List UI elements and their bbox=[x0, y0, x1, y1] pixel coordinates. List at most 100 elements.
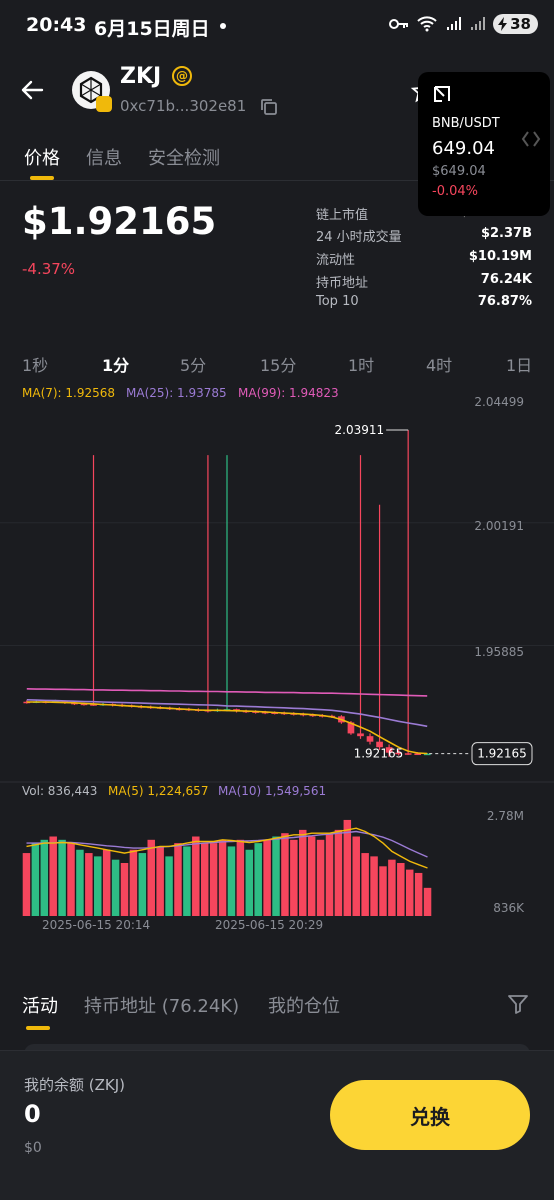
volume-bar bbox=[192, 836, 200, 916]
notification-dot bbox=[220, 23, 226, 29]
volume-bar bbox=[397, 863, 405, 916]
interval-5m[interactable]: 5分 bbox=[180, 356, 207, 375]
stat-value-volume: $2.37B bbox=[480, 226, 532, 241]
tab-security[interactable]: 安全检测 bbox=[148, 148, 220, 169]
balance-usd: $0 bbox=[24, 1140, 42, 1156]
volume-bar bbox=[299, 829, 307, 916]
volume-bar bbox=[254, 843, 262, 916]
vol-ma10-label: MA(10) 1,549,561 bbox=[218, 784, 327, 798]
tab-holders[interactable]: 持币地址 (76.24K) bbox=[84, 996, 240, 1017]
volume-bar bbox=[281, 833, 289, 916]
volume-bar bbox=[388, 859, 396, 916]
wifi-icon bbox=[417, 16, 437, 32]
volume-bar bbox=[307, 836, 316, 916]
divider bbox=[0, 180, 554, 181]
candle-body bbox=[233, 709, 240, 711]
ma25-label: MA(25): 1.93785 bbox=[126, 386, 227, 400]
swap-button[interactable]: 兑换 bbox=[330, 1080, 530, 1150]
status-time: 20:43 bbox=[26, 14, 87, 36]
volume-bar bbox=[343, 819, 352, 916]
interval-1h[interactable]: 1时 bbox=[348, 356, 375, 375]
candle-body bbox=[366, 736, 374, 742]
vol-ma5-line bbox=[26, 827, 428, 869]
token-symbol: ZKJ bbox=[120, 64, 162, 89]
volume-bar bbox=[156, 846, 164, 916]
volume-bar bbox=[379, 866, 387, 916]
volume-bar bbox=[85, 853, 93, 916]
status-date: 6月15日周日 bbox=[94, 18, 210, 40]
contract-address[interactable]: 0xc71b...302e81 bbox=[120, 97, 247, 115]
volume-bar bbox=[227, 846, 236, 916]
last-price-label: 1.92165 bbox=[354, 747, 404, 761]
volume-bar bbox=[370, 856, 378, 916]
volume-bar bbox=[147, 839, 155, 916]
volume-bar bbox=[316, 839, 325, 916]
volume-bar bbox=[58, 839, 66, 916]
current-price-tag bbox=[471, 742, 533, 766]
interval-15m[interactable]: 15分 bbox=[260, 356, 297, 375]
price-axis-label: 2.04499 bbox=[474, 395, 524, 409]
volume-bar bbox=[165, 856, 173, 916]
status-icons: 38 bbox=[389, 14, 538, 34]
candle-body bbox=[385, 747, 393, 753]
time-label: 2025-06-15 20:14 bbox=[42, 918, 150, 932]
volume-bar bbox=[325, 833, 334, 916]
signal-icon-2 bbox=[471, 17, 486, 30]
stat-value-liquidity: $10.19M bbox=[468, 249, 532, 264]
volume-bar bbox=[102, 849, 111, 916]
balance-label: 我的余额 (ZKJ) bbox=[24, 1076, 126, 1094]
copy-icon[interactable] bbox=[260, 98, 278, 116]
volume-bar bbox=[361, 853, 369, 916]
volume-bar bbox=[22, 853, 31, 916]
tab-activity[interactable]: 活动 bbox=[22, 996, 58, 1017]
activity-tab-indicator bbox=[26, 1026, 50, 1030]
volume-bar bbox=[405, 869, 414, 916]
volume-bar bbox=[414, 872, 423, 916]
price-chart[interactable]: 2.04499 2.00191 1.95885 2.03911 1.92165 1.921… bbox=[0, 380, 554, 940]
current-price-tag-label: 1.92165 bbox=[477, 747, 527, 761]
swap-arrows-icon[interactable] bbox=[520, 128, 542, 150]
charging-icon bbox=[498, 17, 508, 31]
volume-bar bbox=[49, 836, 57, 916]
volume-bar bbox=[218, 839, 227, 916]
interval-1s[interactable]: 1秒 bbox=[22, 356, 49, 375]
candle-body bbox=[404, 753, 412, 755]
filter-icon[interactable] bbox=[506, 992, 530, 1016]
volume-bar bbox=[236, 839, 245, 916]
volume-bar bbox=[67, 843, 75, 916]
tab-my-positions[interactable]: 我的仓位 bbox=[268, 996, 340, 1017]
ma7-label: MA(7): 1.92568 bbox=[22, 386, 116, 400]
volume-bar bbox=[272, 836, 280, 916]
candle-body bbox=[357, 733, 364, 737]
volume-bar bbox=[138, 853, 147, 916]
battery-indicator: 38 bbox=[493, 14, 538, 34]
battery-level: 38 bbox=[510, 15, 531, 33]
floating-price-widget[interactable]: BNB/USDT 649.04 $649.04 -0.04% bbox=[418, 72, 550, 216]
current-price: $1.92165 bbox=[22, 200, 217, 243]
interval-1m[interactable]: 1分 bbox=[102, 356, 130, 375]
volume-bar bbox=[290, 839, 298, 916]
candle-body bbox=[376, 741, 383, 748]
candle-body bbox=[395, 752, 402, 755]
back-arrow-icon[interactable] bbox=[18, 76, 46, 104]
volume-bar bbox=[40, 839, 49, 916]
widget-usd-price: $649.04 bbox=[432, 164, 486, 179]
interval-4h[interactable]: 4时 bbox=[426, 356, 453, 375]
tab-price[interactable]: 价格 bbox=[24, 148, 60, 169]
volume-bar bbox=[111, 859, 120, 916]
volume-bar bbox=[245, 849, 254, 916]
volume-axis-label: 836K bbox=[493, 901, 525, 915]
vol-ma5-label: MA(5) 1,224,657 bbox=[108, 784, 209, 798]
ma7-line bbox=[26, 701, 428, 755]
chain-badge-icon bbox=[96, 96, 112, 112]
expand-icon[interactable] bbox=[432, 84, 452, 104]
high-price-label: 2.03911 bbox=[335, 423, 385, 437]
volume-bar bbox=[423, 887, 432, 916]
volume-bar bbox=[31, 843, 40, 916]
interval-1d[interactable]: 1日 bbox=[506, 356, 533, 375]
tab-info[interactable]: 信息 bbox=[86, 148, 122, 169]
stat-value-holders: 76.24K bbox=[480, 272, 532, 287]
widget-pair: BNB/USDT bbox=[432, 116, 500, 131]
signal-icon-1 bbox=[447, 17, 462, 30]
volume-bar bbox=[334, 829, 343, 916]
